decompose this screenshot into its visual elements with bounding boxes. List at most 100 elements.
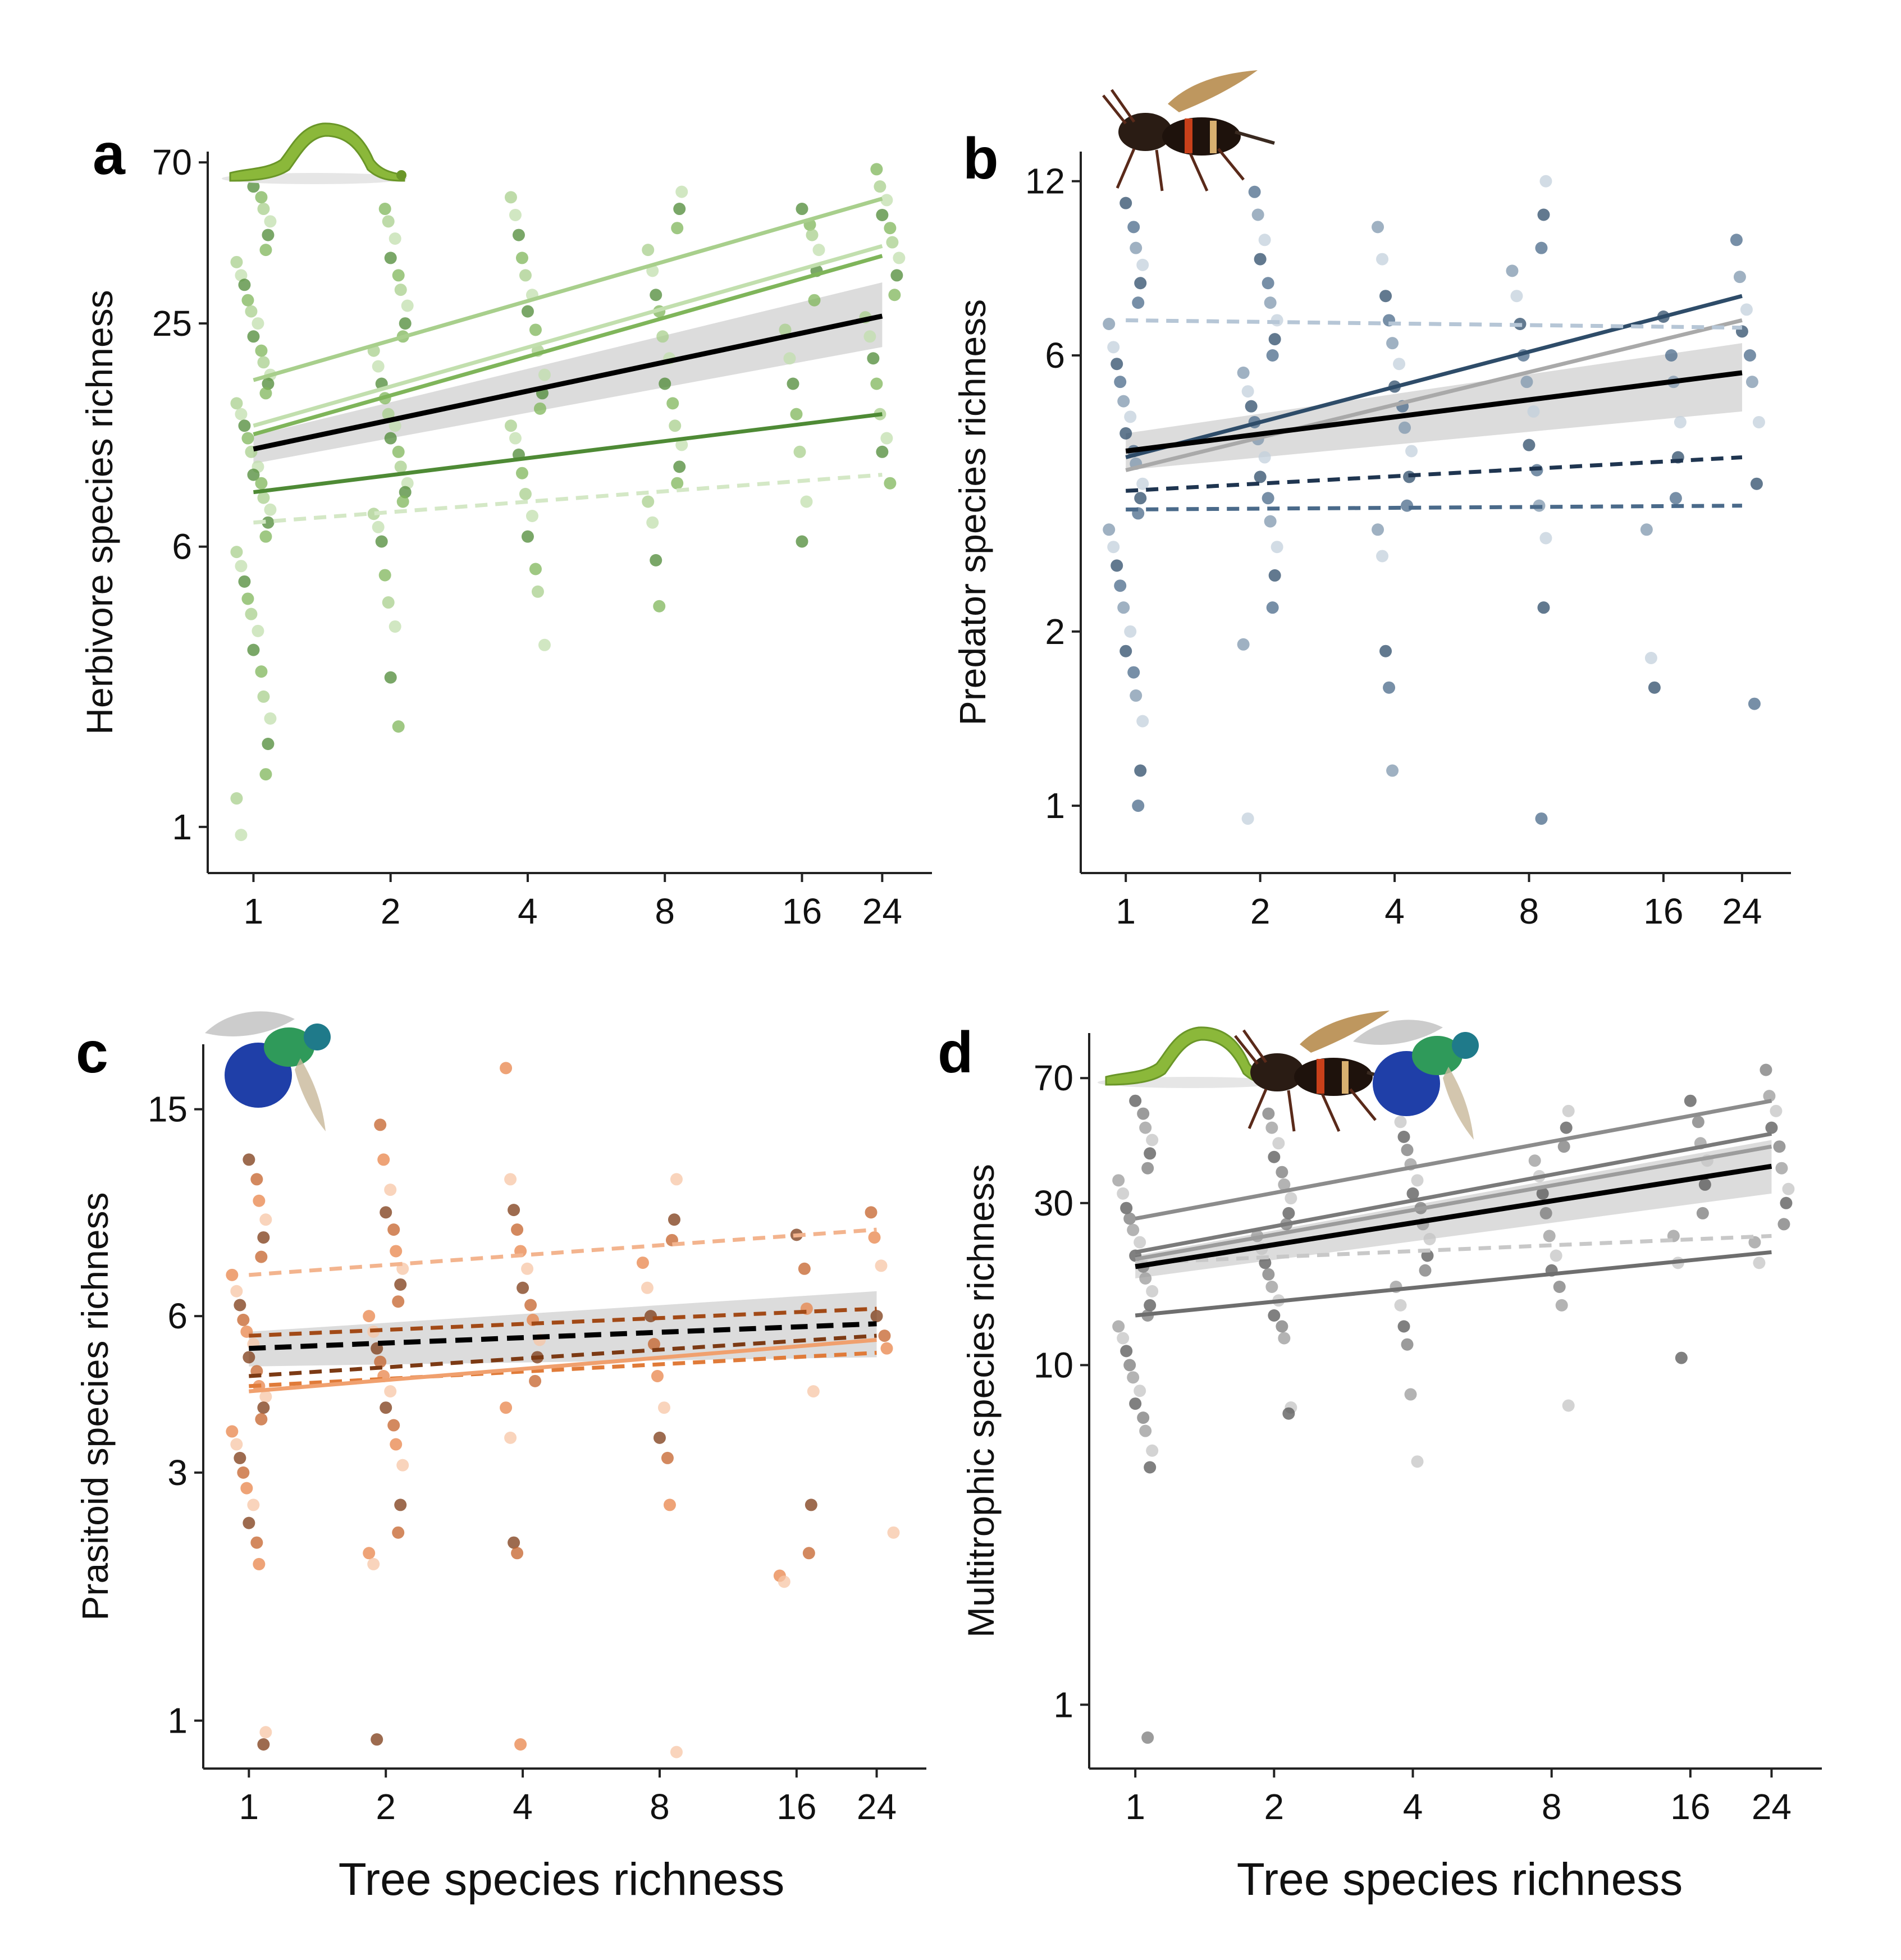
data-point (259, 1390, 272, 1403)
data-point (259, 530, 272, 543)
data-point (252, 624, 264, 637)
data-point (394, 460, 407, 473)
y-tick-label: 10 (1034, 1345, 1073, 1385)
data-point (519, 487, 532, 500)
y-tick-label: 3 (167, 1452, 188, 1493)
series-line (253, 244, 883, 428)
data-point (372, 520, 385, 533)
data-point (504, 419, 517, 432)
data-point (257, 690, 270, 703)
data-point (1692, 1116, 1704, 1129)
data-point (1379, 645, 1392, 657)
x-tick-label: 1 (1116, 891, 1136, 931)
data-point (880, 1342, 893, 1355)
data-point (394, 1498, 407, 1511)
data-point (1112, 1320, 1125, 1333)
data-point (1264, 515, 1277, 528)
data-point (226, 1268, 239, 1281)
data-point (241, 294, 254, 307)
data-point (1127, 1223, 1140, 1236)
data-point (384, 1184, 397, 1196)
data-point (255, 344, 268, 357)
data-point (1237, 366, 1250, 379)
data-point (255, 1250, 268, 1263)
data-point (1132, 296, 1145, 309)
data-point (1648, 681, 1661, 694)
mean-line (1125, 370, 1743, 454)
data-point (1124, 410, 1137, 423)
data-point (1669, 492, 1682, 505)
data-point (875, 1259, 888, 1272)
data-point (1539, 175, 1552, 188)
data-point (1562, 1104, 1575, 1117)
data-point (262, 738, 275, 751)
data-point (1265, 1281, 1278, 1294)
data-point (1372, 523, 1384, 536)
cuckoo-wasp-icon (205, 1011, 331, 1131)
data-point (384, 1385, 397, 1398)
data-point (1127, 666, 1140, 679)
x-tick-label: 16 (1670, 1787, 1710, 1827)
data-point (668, 1213, 680, 1226)
data-point (390, 1245, 403, 1258)
x-tick-label: 16 (1643, 891, 1683, 931)
data-point (262, 377, 275, 390)
data-point (392, 1295, 405, 1308)
data-point (230, 1438, 243, 1451)
data-point (800, 495, 813, 508)
data-point (663, 1498, 676, 1511)
x-tick-label: 24 (857, 1787, 897, 1827)
data-point (517, 1281, 529, 1294)
data-point (1245, 400, 1258, 413)
series-line (1126, 318, 1742, 330)
data-point (241, 432, 254, 445)
data-point (659, 377, 671, 390)
data-point (372, 360, 385, 373)
data-point (235, 560, 248, 573)
data-point (1684, 1094, 1697, 1107)
data-point (237, 1466, 250, 1479)
data-point (1780, 1196, 1793, 1209)
data-point (521, 1262, 534, 1275)
data-point (241, 592, 254, 605)
data-point (257, 203, 270, 216)
data-point (1129, 1397, 1142, 1410)
data-point (538, 638, 551, 651)
y-tick-label: 1 (167, 1701, 188, 1741)
data-point (250, 1173, 263, 1186)
data-point (1730, 234, 1743, 246)
data-point (1130, 689, 1143, 702)
data-point (653, 600, 666, 613)
x-tick-label: 8 (1519, 891, 1539, 931)
data-point (657, 1401, 670, 1414)
data-point (1134, 764, 1147, 777)
data-point (1411, 1455, 1424, 1468)
data-point (1278, 1178, 1291, 1191)
data-point (237, 1313, 250, 1326)
confidence-band (1126, 343, 1742, 470)
data-point (1117, 1332, 1130, 1345)
data-point (1376, 253, 1389, 266)
data-point (1644, 651, 1657, 664)
data-point (259, 1213, 272, 1226)
data-point (1557, 1140, 1570, 1153)
data-point (1536, 1187, 1549, 1200)
data-point (245, 607, 258, 620)
data-point (508, 1536, 520, 1549)
mean-line (249, 1321, 877, 1351)
data-point (1268, 333, 1281, 346)
data-point (1103, 317, 1116, 330)
data-point (1107, 541, 1120, 554)
x-tick-label: 2 (376, 1787, 396, 1827)
panel-letter: b (963, 126, 999, 191)
data-point (389, 232, 401, 245)
data-point (796, 535, 808, 548)
data-point (500, 1062, 513, 1075)
data-point (396, 495, 409, 508)
x-tick-label: 24 (1722, 891, 1762, 931)
data-point (515, 467, 528, 479)
data-point (890, 269, 903, 282)
data-point (1119, 427, 1132, 440)
data-point (235, 269, 248, 282)
data-point (865, 1206, 878, 1219)
